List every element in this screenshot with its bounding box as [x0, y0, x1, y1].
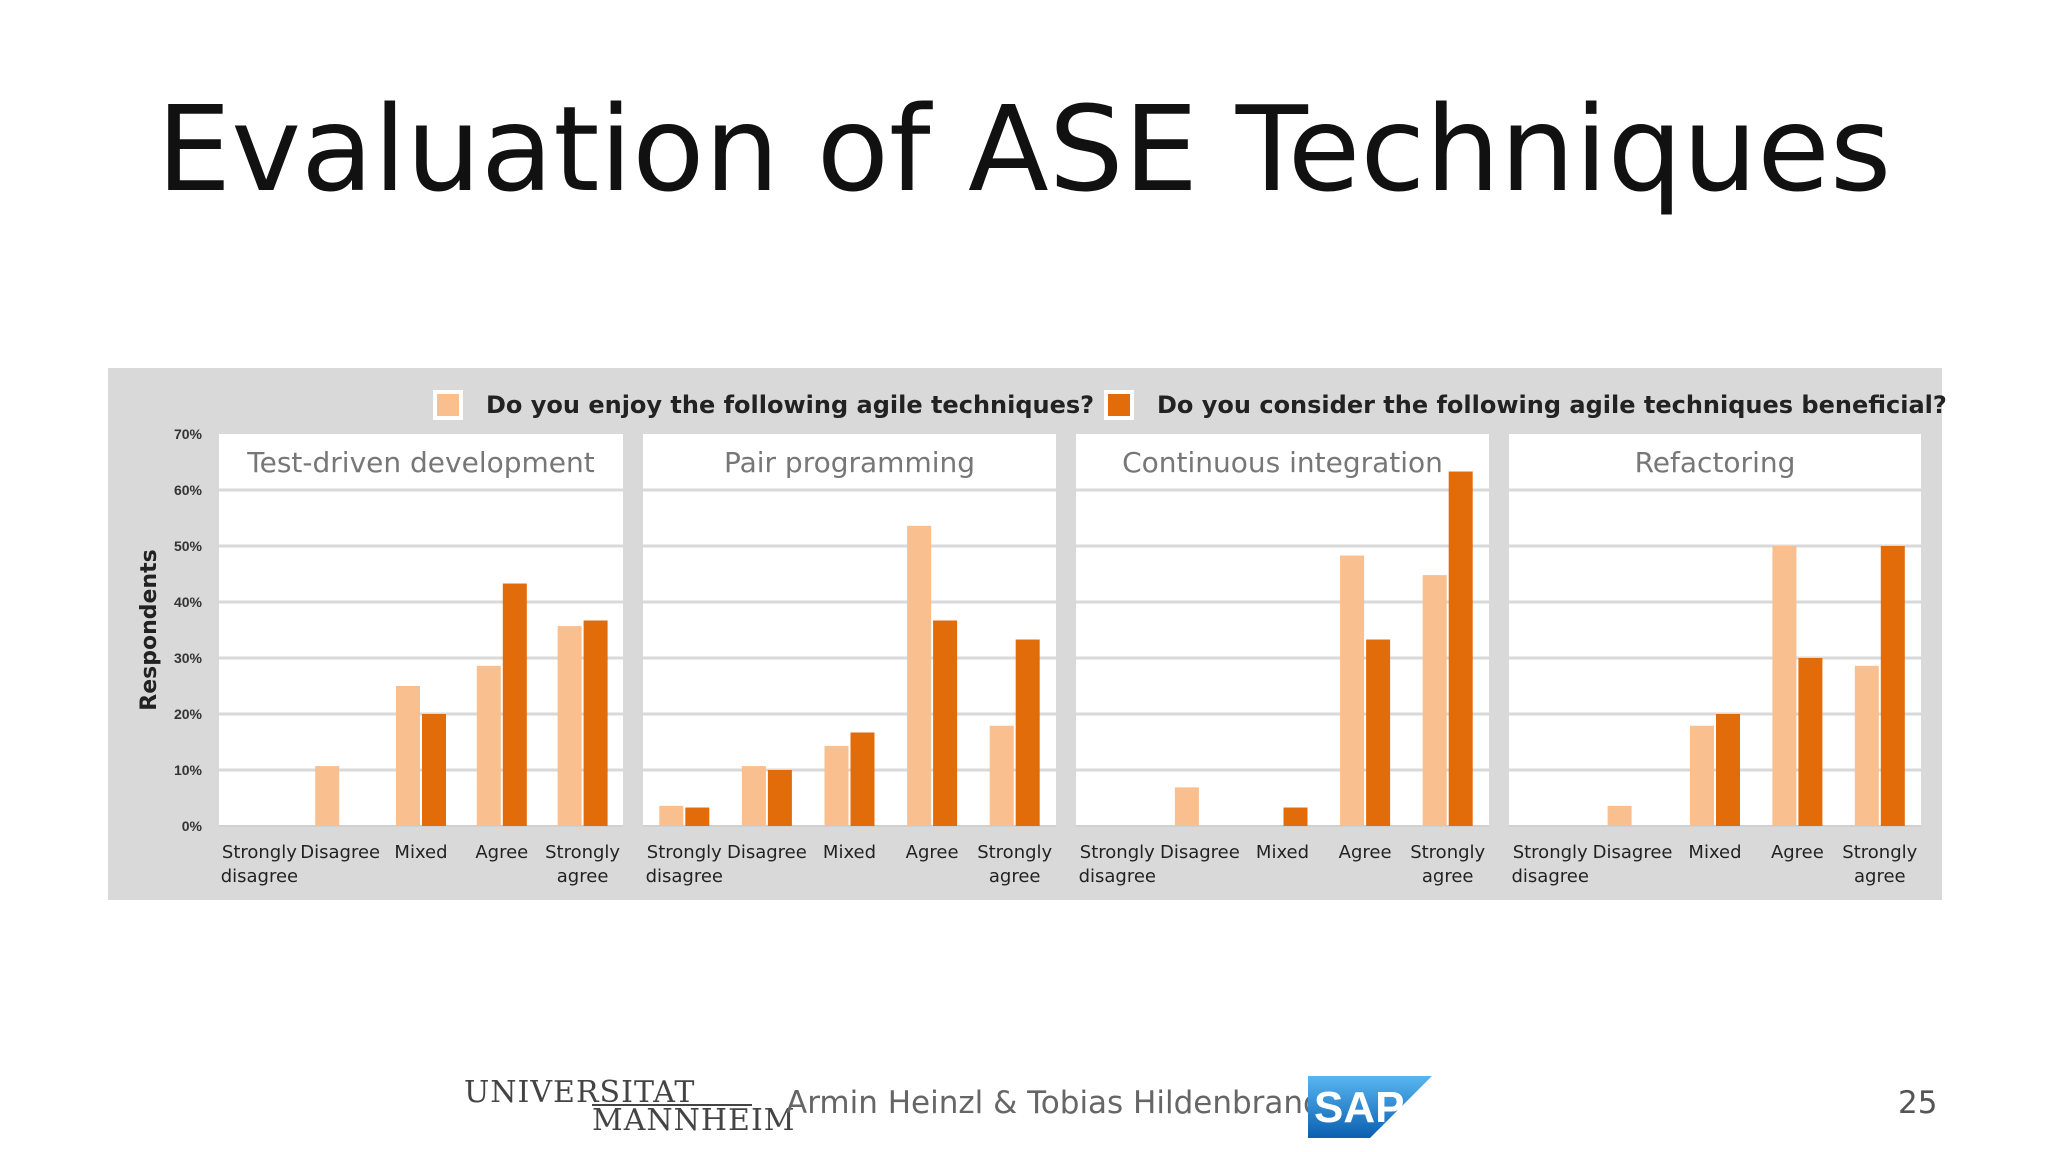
bar-4-5-enjoy	[1854, 665, 1879, 826]
x-tick-label: Strongly	[977, 842, 1052, 863]
x-tick-label: Disagree	[1160, 842, 1240, 863]
university-mannheim-logo: UNIVERSITAT MANNHEIM	[462, 1075, 795, 1138]
x-tick-label: Disagree	[1593, 842, 1673, 863]
y-tick-label: 10%	[174, 762, 203, 778]
bar-4-4-beneficial	[1798, 658, 1823, 826]
bar-3-5-beneficial	[1448, 471, 1473, 826]
y-tick-label: 30%	[174, 650, 203, 666]
bar-2-5-beneficial	[1015, 639, 1040, 826]
bar-4-5-beneficial	[1880, 546, 1905, 826]
university-logo-bottom-text: MANNHEIM	[592, 1103, 796, 1138]
bar-2-5-enjoy	[989, 725, 1014, 826]
y-tick-label: 50%	[174, 538, 203, 554]
y-tick-label: 60%	[174, 482, 203, 498]
bar-1-2-enjoy	[315, 766, 340, 826]
y-tick-label: 40%	[174, 594, 203, 610]
bar-3-4-beneficial	[1366, 639, 1391, 826]
x-tick-label: disagree	[1079, 866, 1156, 887]
bar-2-4-beneficial	[933, 620, 958, 826]
bar-4-2-enjoy	[1607, 805, 1632, 826]
panel-3-background	[1076, 434, 1489, 826]
bar-1-5-enjoy	[557, 626, 582, 826]
sap-logo-text: SAP	[1314, 1083, 1404, 1132]
bar-2-3-beneficial	[850, 732, 875, 826]
panel-title-strip	[1078, 438, 1487, 488]
x-tick-label: Disagree	[727, 842, 807, 863]
bar-1-4-beneficial	[502, 583, 527, 826]
panel-2-background	[643, 434, 1056, 826]
x-tick-label: agree	[989, 866, 1041, 887]
x-tick-label: Strongly	[222, 842, 297, 863]
bar-3-5-enjoy	[1422, 575, 1447, 826]
x-tick-label: Agree	[1339, 842, 1392, 863]
x-tick-label: agree	[1854, 866, 1906, 887]
x-tick-label: Agree	[1771, 842, 1824, 863]
legend-swatch-2	[1108, 394, 1130, 416]
bar-2-2-enjoy	[741, 766, 766, 826]
university-logo-rule	[592, 1104, 752, 1106]
bar-2-4-enjoy	[907, 525, 932, 826]
panel-title-1: Test-driven development	[246, 446, 594, 479]
legend-label-1: Do you enjoy the following agile techniq…	[486, 391, 1094, 419]
footer-authors: Armin Heinzl & Tobias Hildenbrand	[786, 1085, 1323, 1121]
panel-title-3: Continuous integration	[1122, 446, 1443, 479]
y-tick-label: 20%	[174, 706, 203, 722]
x-tick-label: Agree	[906, 842, 959, 863]
panel-title-strip	[1511, 438, 1919, 488]
panel-1-background	[219, 434, 623, 826]
bar-2-2-beneficial	[767, 770, 792, 826]
panel-title-strip	[645, 438, 1054, 488]
x-tick-label: Disagree	[300, 842, 380, 863]
x-tick-label: Strongly	[1080, 842, 1155, 863]
x-tick-label: disagree	[1511, 866, 1588, 887]
page-number: 25	[1898, 1085, 1938, 1121]
panel-title-2: Pair programming	[724, 446, 975, 479]
x-tick-label: disagree	[646, 866, 723, 887]
x-tick-label: Strongly	[1842, 842, 1917, 863]
y-tick-label: 70%	[174, 426, 203, 442]
x-tick-label: Mixed	[394, 842, 447, 863]
x-tick-label: Strongly	[1513, 842, 1588, 863]
x-tick-label: Strongly	[545, 842, 620, 863]
bar-4-3-beneficial	[1716, 714, 1740, 826]
x-tick-label: Mixed	[1256, 842, 1309, 863]
y-axis-label: Respondents	[137, 549, 162, 710]
bar-2-1-enjoy	[659, 805, 684, 826]
bar-3-2-enjoy	[1174, 787, 1199, 826]
panel-4-background	[1509, 434, 1921, 826]
bar-1-3-beneficial	[422, 714, 446, 826]
x-tick-label: agree	[1422, 866, 1474, 887]
bar-2-3-enjoy	[824, 745, 849, 826]
panel-title-strip	[221, 438, 621, 488]
x-tick-label: Strongly	[647, 842, 722, 863]
legend-swatch-1	[437, 394, 459, 416]
bar-1-4-enjoy	[476, 665, 501, 826]
bar-4-4-enjoy	[1772, 546, 1797, 826]
x-tick-label: Strongly	[1410, 842, 1485, 863]
x-tick-label: disagree	[221, 866, 298, 887]
bar-3-4-enjoy	[1340, 555, 1365, 826]
bar-2-1-beneficial	[685, 807, 710, 826]
bar-4-3-enjoy	[1690, 725, 1714, 826]
bar-1-5-beneficial	[583, 620, 608, 826]
sap-logo: SAP	[1308, 1076, 1432, 1138]
x-tick-label: Mixed	[1688, 842, 1741, 863]
y-tick-label: 0%	[182, 818, 203, 834]
slide-title: Evaluation of ASE Techniques	[156, 80, 1892, 218]
legend-label-2: Do you consider the following agile tech…	[1157, 391, 1947, 419]
x-tick-label: Mixed	[823, 842, 876, 863]
bar-3-3-beneficial	[1283, 807, 1308, 826]
bar-1-3-enjoy	[396, 686, 420, 826]
x-tick-label: Agree	[475, 842, 528, 863]
x-tick-label: agree	[557, 866, 609, 887]
panel-title-4: Refactoring	[1635, 446, 1796, 479]
